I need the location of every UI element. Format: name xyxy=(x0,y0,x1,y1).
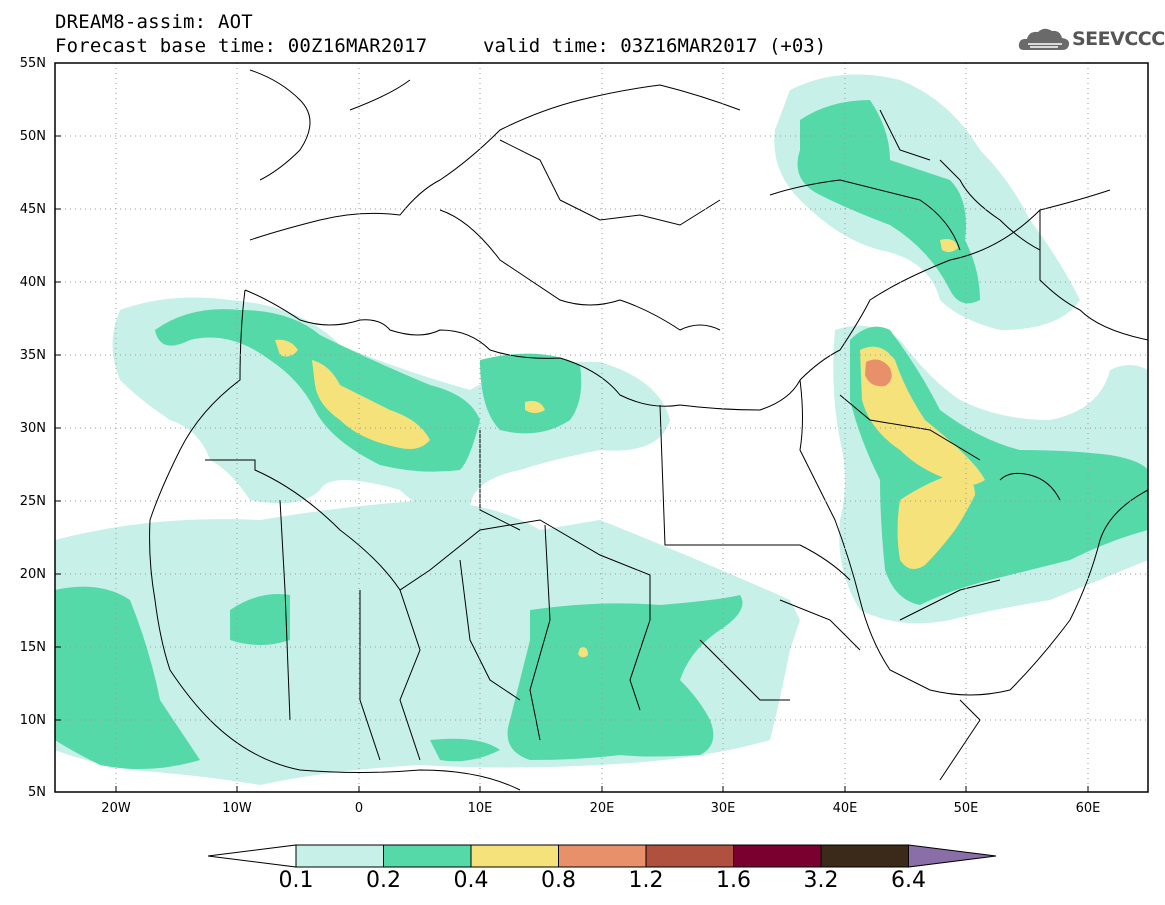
valid-time: valid time: 03Z16MAR2017 (+03) xyxy=(483,35,827,57)
graticule xyxy=(55,63,1148,792)
lat-label-25n: 25N xyxy=(19,494,46,509)
lon-label-60e: 60E xyxy=(1075,801,1101,816)
lon-label-20w: 20W xyxy=(101,801,131,816)
lat-label-55n: 55N xyxy=(19,56,46,71)
colorbar-label-0.1: 0.1 xyxy=(278,868,314,893)
lat-label-50n: 50N xyxy=(19,129,46,144)
logo-text: SEEVCCC xyxy=(1072,28,1165,50)
colorbar-label-3.2: 3.2 xyxy=(803,868,839,893)
lat-label-10n: 10N xyxy=(19,713,46,728)
lat-label-20n: 20N xyxy=(19,567,46,582)
aot-field-0.4 xyxy=(275,239,985,658)
lon-label-50e: 50E xyxy=(953,801,979,816)
lat-label-35n: 35N xyxy=(19,348,46,363)
lat-label-5n: 5N xyxy=(28,785,46,800)
colorbar-label-1.6: 1.6 xyxy=(716,868,751,893)
lon-label-0: 0 xyxy=(354,801,364,816)
colorbar-label-0.8: 0.8 xyxy=(541,868,576,893)
lon-label-10e: 10E xyxy=(467,801,493,816)
lon-label-40e: 40E xyxy=(832,801,858,816)
colorbar-label-0.2: 0.2 xyxy=(366,868,401,893)
colorbar-label-0.4: 0.4 xyxy=(453,868,489,893)
lon-label-10w: 10W xyxy=(222,801,252,816)
colorbar-label-1.2: 1.2 xyxy=(628,868,664,893)
forecast-base-time: Forecast base time: 00Z16MAR2017 xyxy=(55,35,428,57)
lat-label-30n: 30N xyxy=(19,421,46,436)
aot-field-0.8 xyxy=(865,359,892,387)
lon-label-20e: 20E xyxy=(589,801,615,816)
logo-cloud-icon xyxy=(1018,28,1070,50)
lat-label-15n: 15N xyxy=(19,640,46,655)
lon-label-30e: 30E xyxy=(710,801,736,816)
axis-ticks xyxy=(55,135,1089,792)
map-title: DREAM8-assim: AOT xyxy=(55,11,253,33)
colorbar-label-6.4: 6.4 xyxy=(891,868,926,893)
lat-label-40n: 40N xyxy=(19,275,46,290)
lat-label-45n: 45N xyxy=(19,202,46,217)
